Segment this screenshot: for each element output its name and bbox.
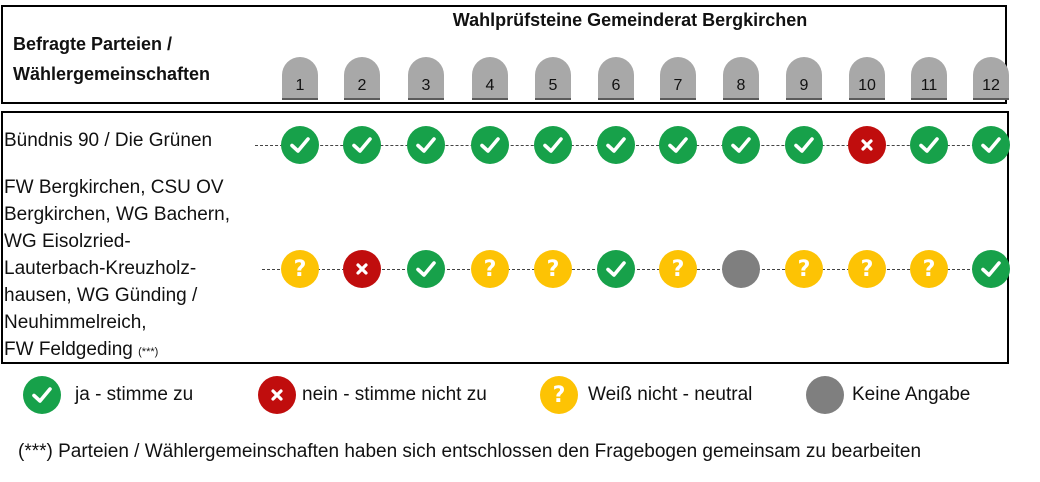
check-icon: [972, 250, 1010, 288]
footnote: (***) Parteien / Wählergemeinschaften ha…: [18, 441, 922, 462]
parties-heading-line2: Wählergemeinschaften: [13, 64, 211, 84]
question-tab-4: 4: [472, 57, 508, 100]
row-label-text: FW Feldgeding: [4, 339, 133, 360]
question-tab-9: 9: [786, 57, 822, 100]
question-tab-2: 2: [344, 57, 380, 100]
row-label-line: Bergkirchen, WG Bachern,: [4, 204, 230, 225]
row-label-line: Lauterbach-Kreuzholz-: [4, 258, 197, 279]
check-icon: [910, 126, 948, 164]
cross-icon: [848, 126, 886, 164]
row-label-line: Bündnis 90 / Die Grünen: [4, 130, 213, 151]
question-icon: ?: [534, 250, 572, 288]
legend-label-none: Keine Angabe: [852, 384, 971, 405]
check-icon: [597, 126, 635, 164]
question-tab-11: 11: [911, 57, 947, 100]
legend-label-neutral: Weiß nicht - neutral: [588, 384, 753, 405]
parties-heading-line1: Befragte Parteien /: [13, 34, 173, 54]
check-icon: [281, 126, 319, 164]
row-label-line: WG Eisolzried-: [4, 231, 131, 252]
parties-heading: Befragte Parteien / Wählergemeinschaften: [13, 29, 210, 89]
question-icon: ?: [471, 250, 509, 288]
question-tab-12: 12: [973, 57, 1009, 100]
question-tab-3: 3: [408, 57, 444, 100]
check-icon: [471, 126, 509, 164]
check-icon: [23, 376, 61, 414]
check-icon: [659, 126, 697, 164]
no-answer-icon: [722, 250, 760, 288]
question-icon: ?: [281, 250, 319, 288]
check-icon: [722, 126, 760, 164]
check-icon: [407, 250, 445, 288]
question-tab-8: 8: [723, 57, 759, 100]
row-label-note: (***): [138, 346, 159, 358]
cross-icon: [343, 250, 381, 288]
row-label-line: hausen, WG Günding /: [4, 285, 198, 306]
page-title: Wahlprüfsteine Gemeinderat Bergkirchen: [452, 10, 808, 30]
question-icon: ?: [848, 250, 886, 288]
no-answer-icon: [806, 376, 844, 414]
legend-label-no: nein - stimme nicht zu: [302, 384, 487, 405]
row-label-line: FW Bergkirchen, CSU OV: [4, 177, 224, 198]
header-box: [1, 5, 1007, 104]
check-icon: [407, 126, 445, 164]
question-tab-6: 6: [598, 57, 634, 100]
question-icon: ?: [540, 376, 578, 414]
check-icon: [343, 126, 381, 164]
question-tab-7: 7: [660, 57, 696, 100]
legend-label-yes: ja - stimme zu: [75, 384, 194, 405]
row-label-line: Neuhimmelreich,: [4, 312, 147, 333]
question-tab-5: 5: [535, 57, 571, 100]
check-icon: [534, 126, 572, 164]
row-label-fw-group: FW Bergkirchen, CSU OV Bergkirchen, WG B…: [4, 174, 230, 366]
check-icon: [597, 250, 635, 288]
question-icon: ?: [659, 250, 697, 288]
question-icon: ?: [910, 250, 948, 288]
check-icon: [972, 126, 1010, 164]
row-label-gruene: Bündnis 90 / Die Grünen: [4, 127, 212, 154]
check-icon: [785, 126, 823, 164]
question-tab-10: 10: [849, 57, 885, 100]
question-icon: ?: [785, 250, 823, 288]
question-tab-1: 1: [282, 57, 318, 100]
answers-box: [1, 111, 1009, 364]
cross-icon: [258, 376, 296, 414]
row-label-line-last: FW Feldgeding (***): [4, 336, 230, 366]
